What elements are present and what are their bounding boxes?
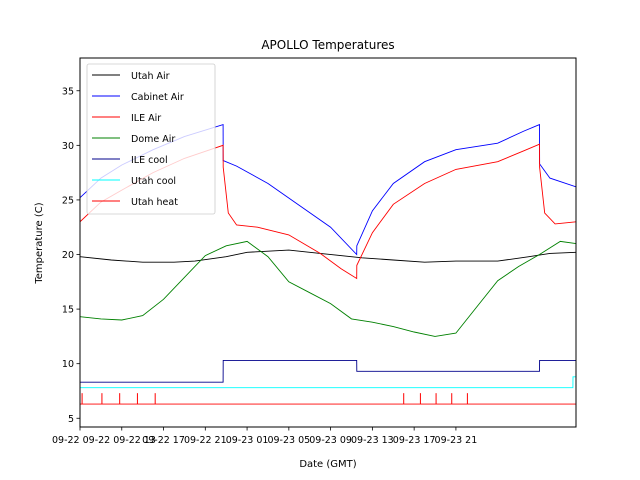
legend-label-ile-cool: ILE cool [131,155,168,166]
series-line-utah-cool [80,376,576,389]
y-tick-label: 10 [62,359,74,370]
chart-title: APOLLO Temperatures [261,38,394,52]
legend-label-utah-air: Utah Air [131,71,170,82]
legend-label-utah-cool: Utah cool [131,176,176,187]
x-tick-label: 09-22 17 [142,435,185,446]
y-tick-label: 5 [68,414,74,425]
y-tick-label: 20 [62,250,74,261]
legend-label-cabinet-air: Cabinet Air [131,92,184,103]
plot-frame [79,57,577,428]
y-tick-label: 15 [62,305,74,316]
x-tick-label: 09-22 21 [184,435,227,446]
legend-label-utah-heat: Utah heat [131,197,178,208]
legend-label-ile-air: ILE Air [131,113,161,124]
x-axis-label: Date (GMT) [299,459,356,470]
x-tick-label: 09-23 01 [226,435,269,446]
x-tick-label: 09-23 05 [267,435,310,446]
x-tick-label: 09-23 13 [351,435,394,446]
x-tick-label: 09-23 09 [309,435,352,446]
y-tick-label: 35 [62,86,74,97]
y-axis-label: Temperature (C) [34,202,45,284]
legend-label-dome-air: Dome Air [131,134,175,145]
y-tick-label: 30 [62,141,74,152]
x-tick-label: 09-23 21 [435,435,478,446]
series-line-ile-cool [80,359,576,383]
y-tick-label: 25 [62,195,74,206]
legend: Utah Air Cabinet Air ILE Air Dome Air ILE co… [86,63,216,215]
legend-box [86,63,216,215]
series-line-dome-air [80,240,576,337]
x-tick-label: 09-23 17 [393,435,436,446]
x-tick-label: 09-22 09-22 09-22 13 [52,435,156,446]
